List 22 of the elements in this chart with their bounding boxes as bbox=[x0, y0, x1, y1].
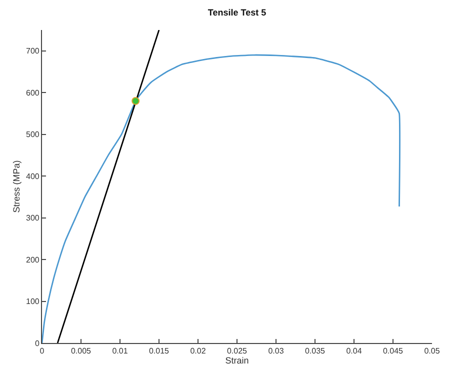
y-axis-title: Stress (MPa) bbox=[11, 160, 22, 213]
x-tick-label: 0.025 bbox=[226, 346, 248, 356]
x-tick-label: 0.005 bbox=[70, 346, 92, 356]
x-tick-label: 0.015 bbox=[148, 346, 170, 356]
x-tick-label: 0.05 bbox=[424, 346, 440, 356]
x-tick-label: 0.01 bbox=[112, 346, 128, 356]
y-tick-label: 400 bbox=[26, 172, 40, 181]
y-tick-label: 100 bbox=[26, 297, 40, 306]
x-tick-label: 0.045 bbox=[382, 346, 404, 356]
x-tick-label: 0.035 bbox=[304, 346, 326, 356]
x-tick-label: 0.03 bbox=[268, 346, 284, 356]
x-tick-label: 0.04 bbox=[346, 346, 362, 356]
y-tick-label: 300 bbox=[26, 214, 40, 223]
chart-title: Tensile Test 5 bbox=[208, 8, 266, 18]
y-tick-label: 500 bbox=[26, 130, 40, 140]
y-tick-label: 200 bbox=[26, 255, 40, 264]
y-tick-label: 700 bbox=[26, 46, 40, 56]
x-tick-label: 0.02 bbox=[190, 346, 206, 356]
y-tick-label: 600 bbox=[26, 88, 40, 98]
y-tick-label: 0 bbox=[34, 338, 40, 348]
line-series bbox=[42, 54, 400, 343]
x-axis-title: Strain bbox=[225, 356, 249, 366]
